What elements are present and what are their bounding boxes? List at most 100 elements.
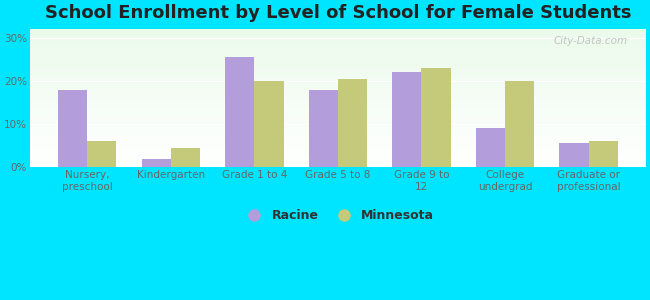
- Bar: [30, 94, 646, 95]
- Bar: [30, 43, 646, 44]
- Bar: [30, 143, 646, 144]
- Bar: [30, 162, 646, 163]
- Title: School Enrollment by Level of School for Female Students: School Enrollment by Level of School for…: [45, 4, 631, 22]
- Bar: [30, 37, 646, 38]
- Bar: [30, 103, 646, 104]
- Bar: [30, 66, 646, 67]
- Bar: [30, 52, 646, 53]
- Bar: [30, 164, 646, 165]
- Bar: [30, 87, 646, 88]
- Bar: [30, 112, 646, 113]
- Bar: [171, 148, 200, 167]
- Bar: [30, 138, 646, 139]
- Bar: [30, 84, 646, 85]
- Bar: [30, 105, 646, 106]
- Legend: Racine, Minnesota: Racine, Minnesota: [237, 204, 439, 227]
- Bar: [30, 39, 646, 40]
- Bar: [392, 72, 421, 167]
- Bar: [30, 56, 646, 57]
- Bar: [30, 51, 646, 52]
- Bar: [30, 165, 646, 166]
- Bar: [30, 85, 646, 86]
- Bar: [30, 89, 646, 90]
- Bar: [30, 99, 646, 100]
- Bar: [30, 139, 646, 140]
- Bar: [30, 42, 646, 43]
- Bar: [30, 60, 646, 61]
- Bar: [30, 55, 646, 56]
- Bar: [30, 127, 646, 128]
- Bar: [30, 114, 646, 115]
- Bar: [30, 113, 646, 114]
- Bar: [30, 46, 646, 47]
- Bar: [30, 129, 646, 130]
- Bar: [30, 64, 646, 65]
- Bar: [30, 72, 646, 73]
- Bar: [30, 79, 646, 80]
- Bar: [338, 79, 367, 167]
- Bar: [309, 90, 338, 167]
- Bar: [30, 33, 646, 34]
- Bar: [30, 57, 646, 58]
- Bar: [30, 148, 646, 149]
- Bar: [30, 111, 646, 112]
- Bar: [30, 132, 646, 133]
- Bar: [30, 91, 646, 92]
- Bar: [30, 134, 646, 135]
- Bar: [30, 161, 646, 162]
- Bar: [589, 141, 618, 167]
- Bar: [30, 141, 646, 142]
- Bar: [30, 160, 646, 161]
- Bar: [30, 106, 646, 107]
- Bar: [505, 81, 534, 167]
- Bar: [30, 125, 646, 126]
- Bar: [30, 62, 646, 63]
- Bar: [30, 31, 646, 32]
- Bar: [30, 152, 646, 153]
- Bar: [30, 100, 646, 101]
- Bar: [30, 58, 646, 59]
- Bar: [30, 38, 646, 39]
- Bar: [30, 124, 646, 125]
- Bar: [30, 77, 646, 78]
- Bar: [30, 49, 646, 50]
- Bar: [30, 117, 646, 118]
- Bar: [30, 61, 646, 62]
- Bar: [30, 155, 646, 156]
- Bar: [30, 34, 646, 35]
- Bar: [58, 90, 87, 167]
- Bar: [30, 76, 646, 77]
- Bar: [30, 115, 646, 116]
- Bar: [30, 96, 646, 97]
- Bar: [30, 70, 646, 71]
- Bar: [30, 59, 646, 60]
- Bar: [30, 101, 646, 102]
- Bar: [30, 30, 646, 31]
- Bar: [30, 41, 646, 42]
- Bar: [30, 133, 646, 134]
- Bar: [30, 32, 646, 33]
- Bar: [30, 44, 646, 45]
- Bar: [30, 135, 646, 136]
- Bar: [30, 157, 646, 158]
- Bar: [30, 81, 646, 82]
- Bar: [30, 126, 646, 127]
- Bar: [30, 86, 646, 87]
- Text: City-Data.com: City-Data.com: [553, 36, 627, 46]
- Bar: [30, 69, 646, 70]
- Bar: [30, 116, 646, 117]
- Bar: [30, 74, 646, 75]
- Bar: [30, 136, 646, 137]
- Bar: [30, 35, 646, 36]
- Bar: [30, 63, 646, 64]
- Bar: [30, 104, 646, 105]
- Bar: [30, 159, 646, 160]
- Bar: [30, 154, 646, 155]
- Bar: [30, 75, 646, 76]
- Bar: [30, 54, 646, 55]
- Bar: [30, 109, 646, 110]
- Bar: [30, 150, 646, 151]
- Bar: [30, 65, 646, 66]
- Bar: [30, 92, 646, 93]
- Bar: [30, 83, 646, 84]
